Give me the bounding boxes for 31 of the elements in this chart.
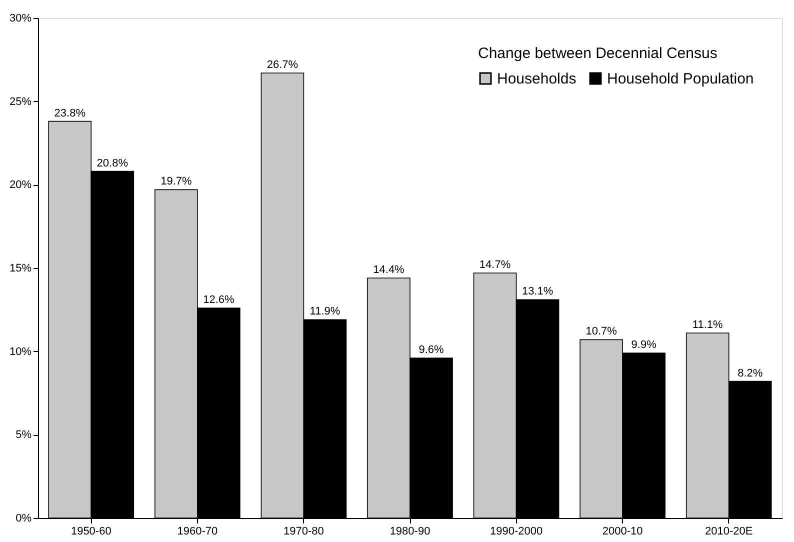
- x-tick-label: 1980-90: [390, 526, 430, 538]
- data-label: 13.1%: [522, 286, 554, 298]
- legend-title: Change between Decennial Census: [478, 45, 718, 62]
- data-label: 23.8%: [54, 107, 86, 120]
- y-tick-label: 30%: [9, 12, 32, 24]
- data-label: 26.7%: [266, 59, 298, 71]
- x-tick-label: 2010-20E: [705, 526, 753, 538]
- y-tick-label: 15%: [9, 262, 32, 274]
- y-tick-label: 25%: [9, 96, 32, 108]
- x-tick-label: 1960-70: [177, 526, 218, 538]
- x-tick-label: 2000-10: [602, 526, 643, 538]
- data-label: 9.9%: [631, 339, 657, 351]
- data-label: 9.6%: [418, 344, 444, 356]
- data-label: 19.7%: [160, 176, 192, 188]
- y-tick-label: 0%: [16, 512, 32, 524]
- data-label: 10.7%: [586, 326, 618, 338]
- x-tick-label: 1990-2000: [490, 526, 543, 538]
- data-label: 14.7%: [479, 259, 511, 271]
- data-label: 14.4%: [373, 264, 405, 276]
- data-label: 11.9%: [310, 306, 340, 318]
- y-tick-label: 10%: [9, 346, 32, 358]
- data-label: 20.8%: [96, 157, 128, 170]
- legend-label: Households: [497, 70, 576, 88]
- y-tick-label: 5%: [16, 429, 32, 442]
- x-tick-label: 1950-60: [70, 526, 112, 538]
- y-tick-label: 20%: [9, 179, 32, 192]
- data-label: 12.6%: [203, 294, 234, 306]
- x-tick-label: 1970-80: [284, 526, 324, 538]
- legend-label: Household Population: [607, 70, 754, 88]
- data-label: 11.1%: [692, 319, 724, 331]
- data-label: 8.2%: [738, 367, 763, 380]
